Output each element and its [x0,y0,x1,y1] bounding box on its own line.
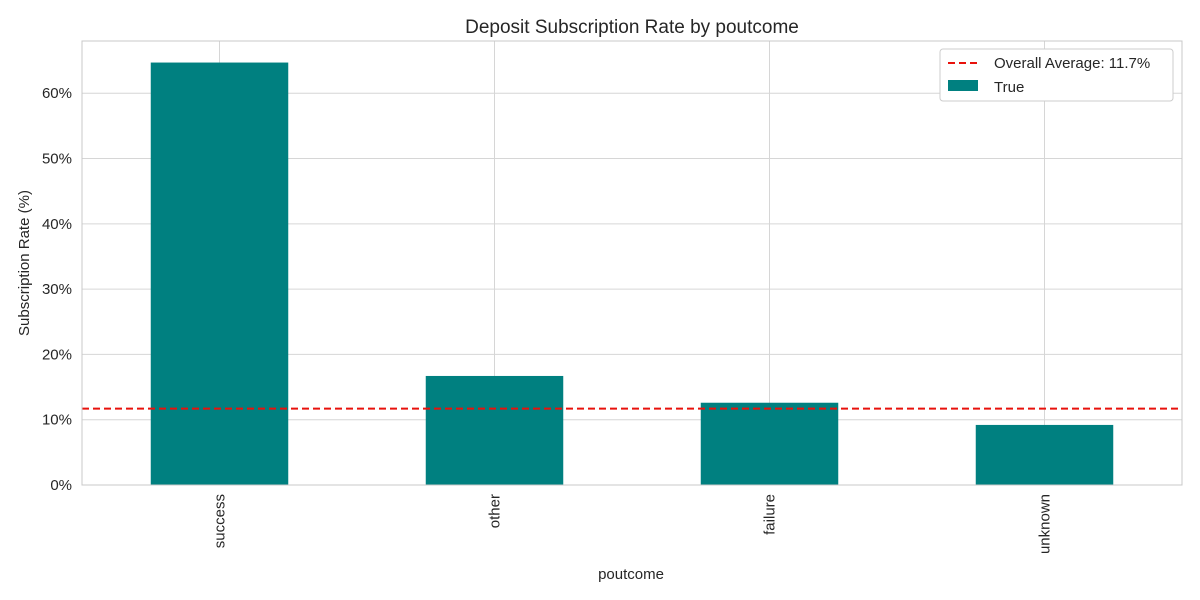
bar-success [150,62,289,485]
x-tick-label-failure: failure [762,494,779,535]
x-tick-label-other: other [487,494,504,528]
y-tick-label: 0% [50,477,72,494]
y-tick-label: 30% [42,281,72,298]
chart-title: Deposit Subscription Rate by poutcome [465,17,799,38]
y-tick-label: 60% [42,85,72,102]
legend-label-true: True [994,79,1024,96]
bar-unknown [975,424,1114,485]
y-tick-label: 40% [42,216,72,233]
x-axis-title: poutcome [598,566,664,583]
bars-layer [150,62,1114,485]
bar-other [425,375,564,485]
y-tick-label: 20% [42,346,72,363]
y-tick-labels: 0% 10% 20% 30% 40% 50% 60% [42,85,72,494]
x-tick-labels: success other failure unknown [212,494,1054,554]
bar-failure [700,402,839,485]
legend: Overall Average: 11.7% True [939,48,1174,102]
y-tick-label: 50% [42,151,72,168]
legend-box [939,48,1174,102]
x-tick-label-success: success [212,494,229,548]
plot-frame [81,40,1183,486]
y-axis-title: Subscription Rate (%) [16,190,33,336]
legend-bar-swatch [948,80,978,91]
x-tick-label-unknown: unknown [1037,494,1054,554]
legend-label-average: Overall Average: 11.7% [994,55,1150,72]
y-tick-label: 10% [42,412,72,429]
